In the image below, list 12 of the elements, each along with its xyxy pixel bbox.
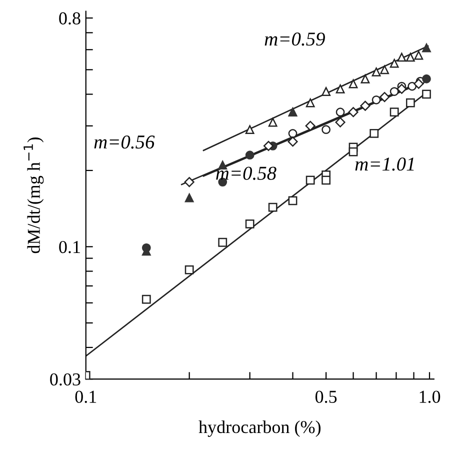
y-tick-label: 0.8: [59, 12, 80, 25]
annotation: m=1.01: [355, 158, 414, 171]
x-tick-label: 0.5: [315, 390, 337, 403]
x-tick-label: 1.0: [420, 390, 440, 403]
y-tick-label: 0.03: [50, 373, 80, 386]
x-tick-label: 0.1: [75, 390, 96, 403]
annotation: m=0.58: [216, 166, 276, 180]
y-tick-label: 0.1: [59, 240, 80, 254]
annotation: m=0.56: [94, 135, 155, 149]
x-axis-title: hydrocarbon (%): [198, 420, 321, 437]
y-axis-title: dM/dt/(mg h$^{−1}$): [24, 138, 44, 254]
annotation: m=0.59: [264, 32, 325, 46]
